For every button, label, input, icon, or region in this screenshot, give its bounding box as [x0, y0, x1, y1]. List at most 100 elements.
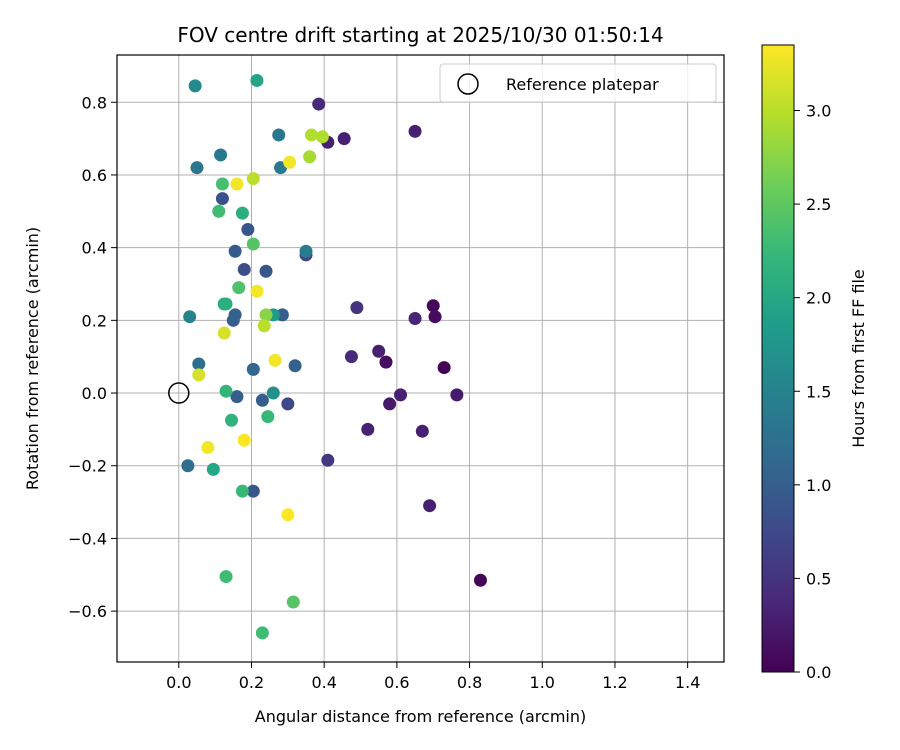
- y-axis-label: Rotation from reference (arcmin): [23, 227, 42, 490]
- plot-frame: [116, 54, 725, 663]
- colorbar: [761, 44, 795, 673]
- colorbar-tick-label: 0.5: [806, 569, 831, 588]
- data-point: [190, 161, 204, 175]
- data-point: [246, 484, 260, 498]
- grid: [117, 55, 724, 662]
- colorbar-ticks: 0.0 0.5 1.0 1.5 2.0 2.5 3.0: [794, 102, 831, 682]
- data-point: [237, 262, 251, 276]
- data-point: [212, 204, 226, 218]
- data-point: [246, 172, 260, 186]
- data-point: [268, 353, 282, 367]
- data-point: [201, 441, 215, 455]
- y-tick-label: 0.8: [82, 93, 107, 112]
- data-point: [224, 413, 238, 427]
- data-point: [321, 453, 335, 467]
- data-point: [217, 326, 231, 340]
- data-point: [215, 192, 229, 206]
- data-point: [344, 350, 358, 364]
- data-point: [228, 308, 242, 322]
- data-point: [426, 299, 440, 313]
- data-point: [246, 237, 260, 251]
- data-point: [206, 462, 220, 476]
- data-point: [230, 177, 244, 191]
- data-point: [428, 310, 442, 324]
- data-point: [219, 384, 233, 398]
- data-point: [408, 312, 422, 326]
- data-point: [275, 308, 289, 322]
- data-point: [394, 388, 408, 402]
- y-tick-label: 0.4: [82, 239, 107, 258]
- x-tick-label: 0.4: [311, 673, 336, 692]
- data-point: [312, 97, 326, 111]
- data-point: [237, 433, 251, 447]
- data-point: [408, 124, 422, 138]
- x-tick-label: 0.8: [457, 673, 482, 692]
- chart-title: FOV centre drift starting at 2025/10/30 …: [177, 23, 663, 47]
- data-point: [228, 244, 242, 258]
- colorbar-tick-label: 1.5: [806, 382, 831, 401]
- data-point: [230, 390, 244, 404]
- data-point: [235, 484, 249, 498]
- data-point: [181, 459, 195, 473]
- data-point: [415, 424, 429, 438]
- data-point: [250, 284, 264, 298]
- y-tick-label: −0.2: [68, 457, 107, 476]
- x-tick-label: 0.6: [384, 673, 409, 692]
- y-tick-label: 0.6: [82, 166, 107, 185]
- colorbar-tick-label: 2.5: [806, 195, 831, 214]
- data-point: [232, 281, 246, 295]
- data-point: [304, 128, 318, 142]
- data-point: [192, 357, 206, 371]
- data-points: [181, 73, 487, 640]
- data-point: [437, 361, 451, 375]
- data-point: [259, 308, 273, 322]
- data-point: [235, 206, 249, 220]
- x-tick-label: 1.0: [530, 673, 555, 692]
- data-point: [183, 310, 197, 324]
- data-point: [379, 355, 393, 369]
- data-point: [192, 368, 206, 382]
- legend: Reference platepar: [439, 63, 717, 103]
- data-point: [473, 573, 487, 587]
- legend-box: [439, 63, 717, 103]
- data-point: [315, 130, 329, 144]
- legend-marker: [457, 73, 479, 95]
- data-point: [250, 73, 264, 87]
- colorbar-tick-label: 2.0: [806, 289, 831, 308]
- y-tick-label: 0.2: [82, 311, 107, 330]
- colorbar-tick-label: 0.0: [806, 663, 831, 682]
- data-point: [255, 393, 269, 407]
- colorbar-tick-label: 3.0: [806, 102, 831, 121]
- data-point: [261, 410, 275, 424]
- data-point: [214, 148, 228, 162]
- data-point: [361, 422, 375, 436]
- x-tick-label: 0.2: [239, 673, 264, 692]
- data-point: [337, 132, 351, 146]
- data-point: [303, 150, 317, 164]
- data-point: [283, 155, 297, 169]
- x-tick-label: 0.0: [166, 673, 191, 692]
- data-point: [257, 319, 271, 333]
- data-point: [219, 570, 233, 584]
- legend-label: Reference platepar: [506, 75, 659, 94]
- data-point: [272, 128, 286, 142]
- data-point: [286, 595, 300, 609]
- y-tick-label: −0.4: [68, 529, 107, 548]
- data-point: [423, 499, 437, 513]
- x-axis-ticks: 0.0 0.2 0.4 0.6 0.8 1.0 1.2 1.4: [166, 662, 700, 692]
- data-point: [266, 386, 280, 400]
- x-tick-label: 1.4: [675, 673, 700, 692]
- data-point: [188, 79, 202, 93]
- data-point: [219, 297, 233, 311]
- data-point: [241, 222, 255, 236]
- data-point: [299, 244, 313, 258]
- data-point: [215, 177, 229, 191]
- data-point: [255, 626, 269, 640]
- data-point: [383, 397, 397, 411]
- data-point: [259, 264, 273, 278]
- data-point: [372, 344, 386, 358]
- colorbar-tick-label: 1.0: [806, 476, 831, 495]
- data-point: [246, 362, 260, 376]
- y-tick-label: −0.6: [68, 602, 107, 621]
